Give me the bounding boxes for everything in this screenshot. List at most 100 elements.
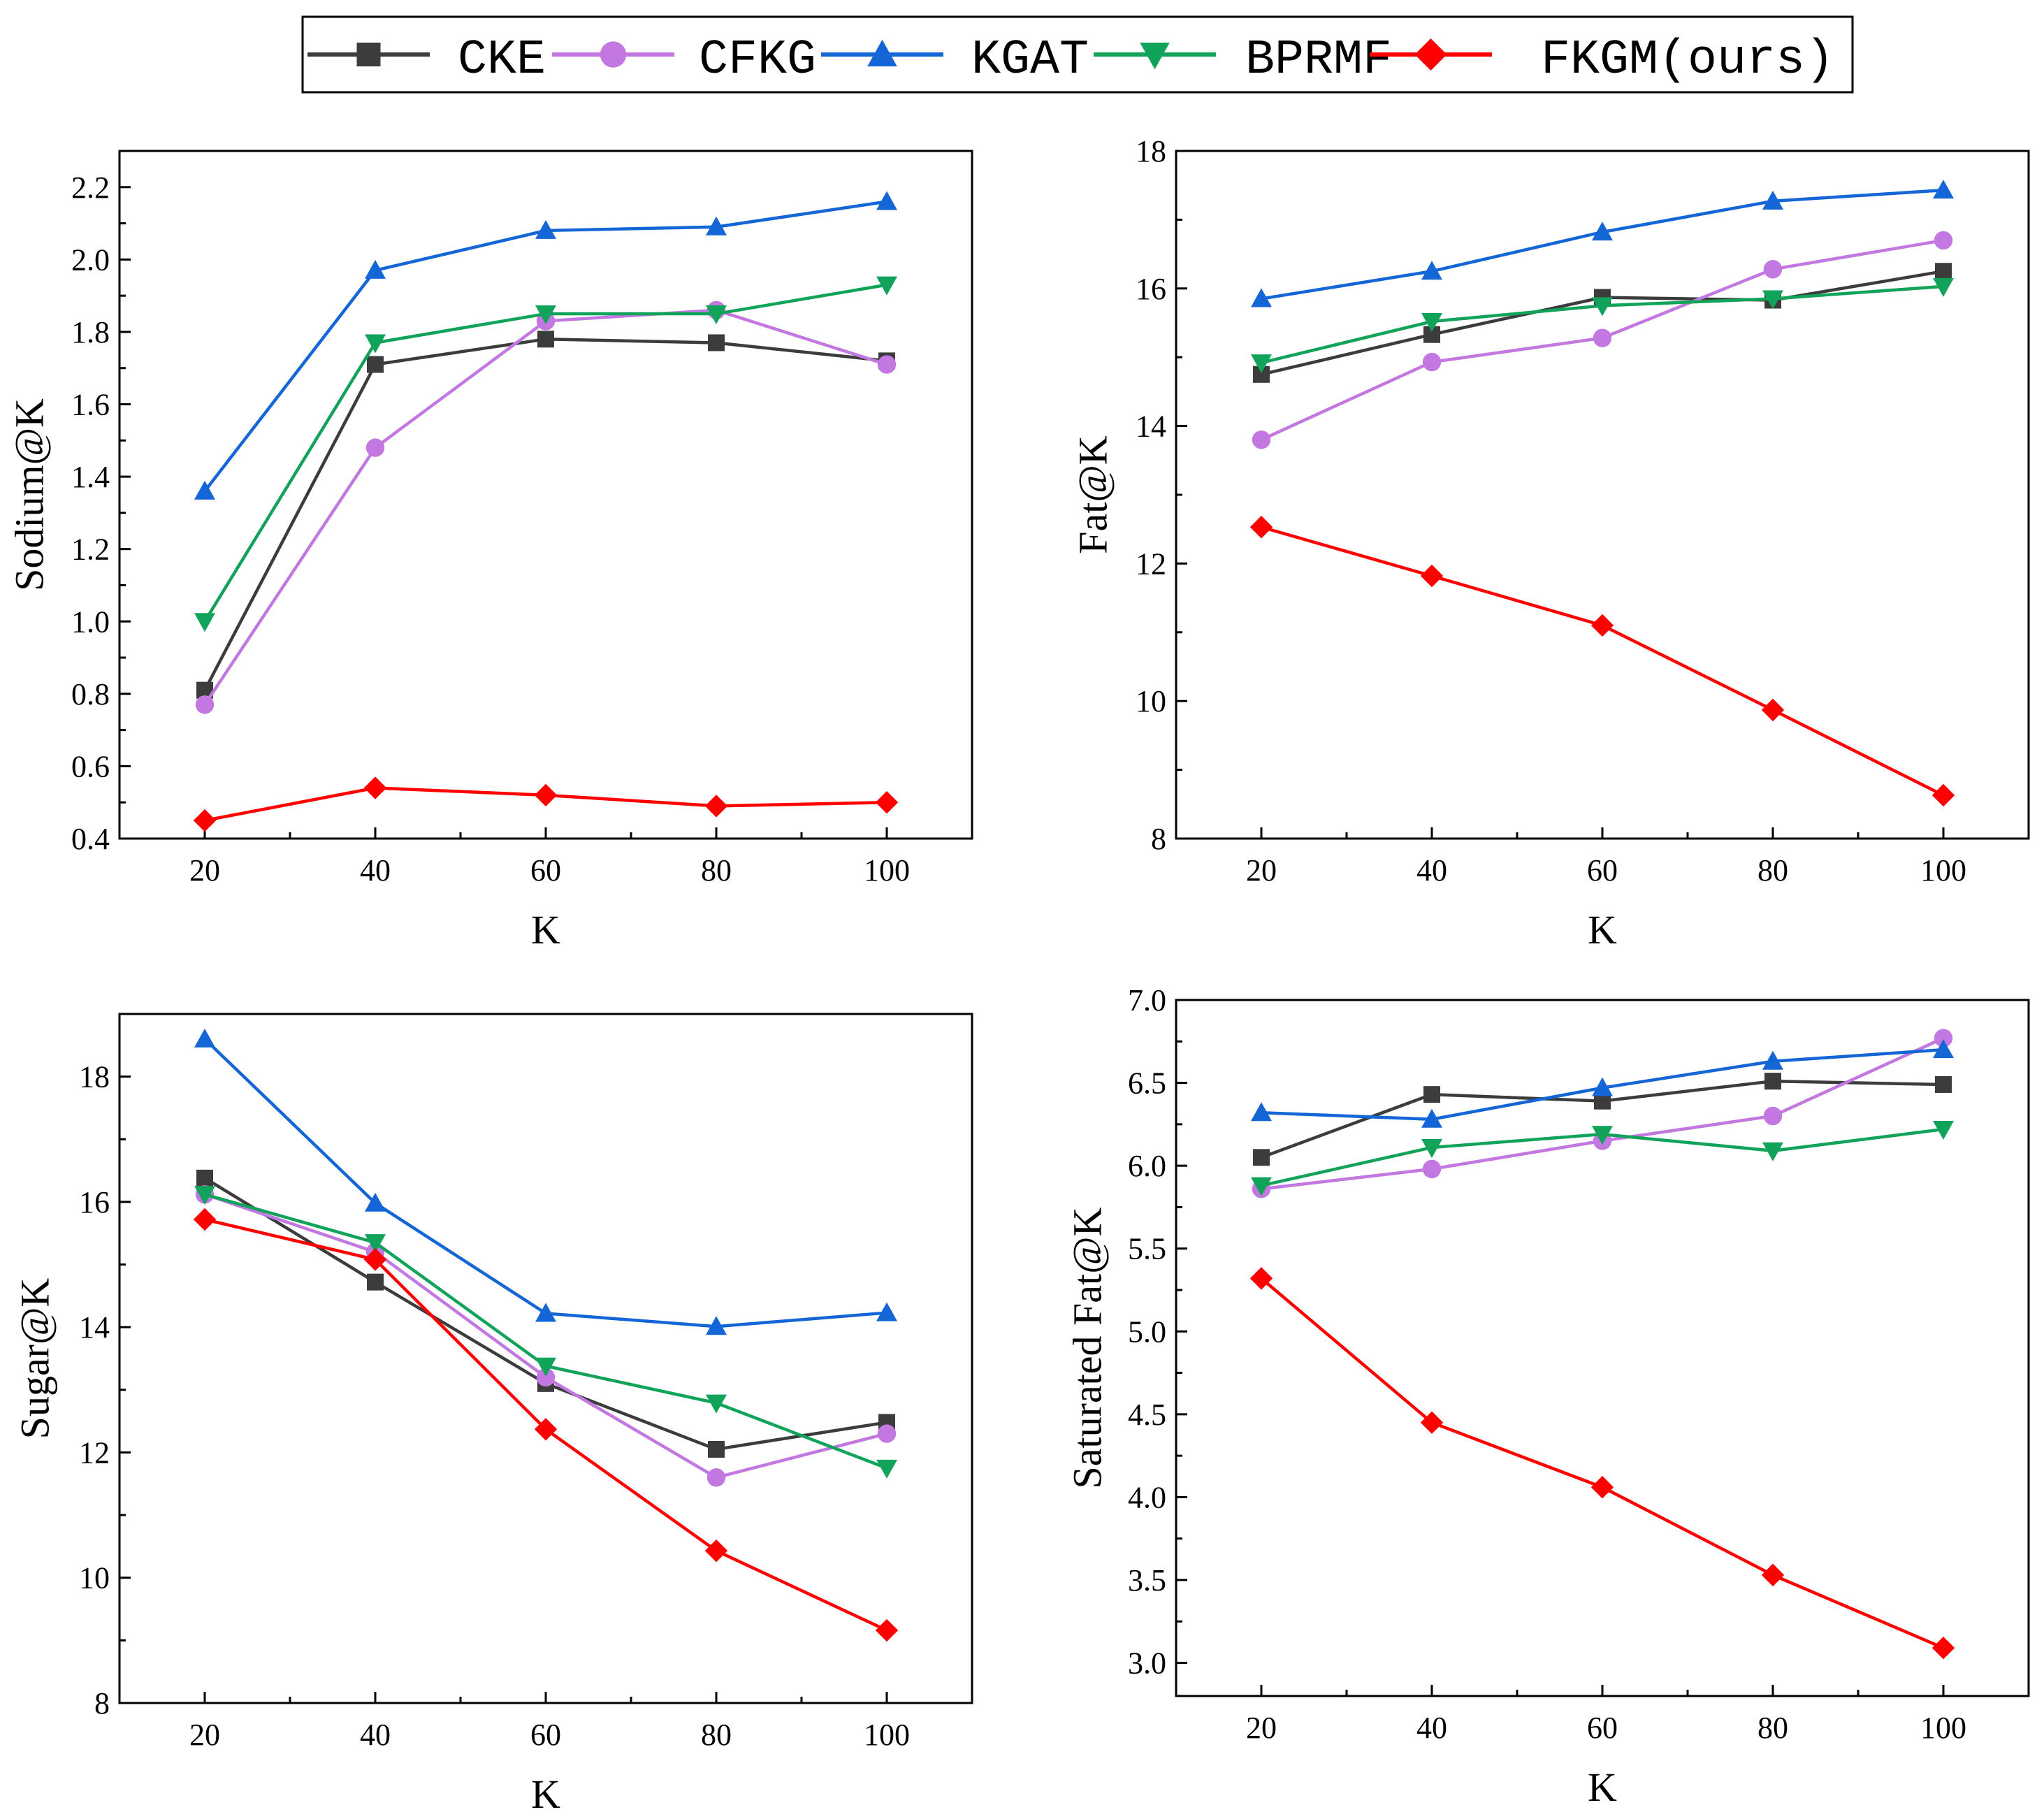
legend-marker-circle-icon [600,41,627,68]
data-point-bprmf [876,1459,897,1479]
series-fkgm-ours [1249,1267,1955,1660]
y-tick-label: 4.0 [1128,1480,1166,1514]
legend-entry-fkgm-ours: FKGM(ours) [1370,33,1834,88]
data-point-fkgm-ours [1931,1637,1955,1660]
series-cke [1253,1073,1952,1166]
y-tick-label: 1.8 [71,315,110,349]
data-point-kgat [1933,180,1954,199]
data-point-kgat [194,1028,215,1048]
x-tick-label: 100 [1920,853,1966,887]
data-point-bprmf [706,305,727,325]
data-point-fkgm-ours [363,776,387,799]
x-tick-label: 20 [1246,853,1277,887]
data-point-bprmf [194,1186,215,1205]
data-point-kgat [535,1303,556,1322]
legend-label: KGAT [971,33,1089,88]
data-point-cke [708,334,725,352]
y-tick-label: 6.5 [1128,1066,1166,1101]
series-line-cfkg [203,308,887,706]
x-axis-title: K [1588,907,1617,952]
series-kgat [1251,180,1954,307]
data-point-kgat [1251,1102,1272,1122]
legend-label: FKGM(ours) [1541,33,1834,88]
data-point-kgat [1762,190,1783,210]
x-tick-label: 40 [1416,1711,1447,1745]
data-point-kgat [1421,1108,1442,1128]
y-tick-label: 3.0 [1128,1646,1166,1681]
legend-marker-triangle-up-icon [867,39,897,66]
data-point-bprmf [194,613,215,632]
y-tick-label: 2.2 [71,171,110,205]
y-tick-label: 0.6 [71,749,110,783]
y-tick-label: 1.0 [71,604,110,639]
x-tick-label: 40 [360,1718,391,1752]
y-tick-label: 5.0 [1128,1314,1166,1349]
data-point-kgat [1421,261,1442,280]
data-point-cfkg [195,695,215,714]
data-point-cfkg [877,1424,897,1443]
series-bprmf [194,276,897,632]
x-tick-label: 60 [1587,1711,1618,1745]
y-tick-label: 1.4 [71,460,110,494]
data-point-bprmf [876,276,897,296]
series-fkgm-ours [193,1208,899,1642]
data-point-kgat [1592,1077,1613,1096]
y-tick-label: 7.0 [1128,983,1166,1017]
series-line-kgat [203,1038,887,1328]
y-tick-label: 0.4 [71,822,110,856]
series-cke [196,331,895,699]
legend-marker-triangle-down-icon [1140,43,1170,70]
x-axis-title: K [1588,1764,1617,1810]
data-point-bprmf [365,334,386,354]
x-tick-label: 100 [864,1718,910,1752]
data-point-cfkg [365,438,385,457]
y-tick-label: 5.5 [1128,1232,1166,1266]
data-point-bprmf [1421,1139,1442,1159]
data-point-fkgm-ours [1590,1476,1614,1499]
data-point-bprmf [1762,1142,1783,1161]
data-point-bprmf [535,305,556,325]
data-point-cke [537,331,554,348]
y-tick-label: 6.0 [1128,1149,1166,1183]
data-point-bprmf [535,1357,556,1377]
data-point-bprmf [1251,354,1272,374]
y-tick-label: 3.5 [1128,1563,1166,1597]
data-point-kgat [1933,1039,1954,1059]
y-tick-label: 18 [1136,134,1166,168]
series-line-fkgm-ours [1260,1277,1944,1650]
data-point-fkgm-ours [1249,516,1273,539]
legend: CKE CFKG KGAT BPRMF FKGM(ours) [301,15,1854,94]
series-cke [1253,263,1952,383]
series-kgat [1251,1039,1954,1128]
series-fkgm-ours [193,776,899,832]
y-axis-title: Fat@K [1070,435,1115,554]
legend-entry-cke: CKE [307,33,546,88]
data-point-fkgm-ours [1931,783,1955,807]
y-axis-title: Sugar@K [12,1278,57,1440]
data-point-bprmf [365,1234,386,1254]
data-point-cfkg [706,1468,726,1487]
data-point-fkgm-ours [1761,1563,1785,1587]
data-point-bprmf [1762,290,1783,310]
y-tick-label: 18 [79,1060,110,1094]
x-tick-label: 80 [701,1718,732,1752]
legend-entry-kgat: KGAT [821,33,1089,88]
data-point-cke [1935,1075,1952,1093]
data-point-cke [367,1273,384,1291]
data-point-fkgm-ours [1420,564,1444,588]
x-tick-label: 60 [530,853,561,887]
series-cfkg [1252,231,1953,449]
legend-entry-cfkg: CFKG [552,33,816,88]
x-axis-title: K [531,907,560,952]
data-point-kgat [876,1302,897,1321]
data-point-cfkg [1934,1029,1953,1048]
y-tick-label: 14 [79,1310,110,1345]
data-point-cke [196,1169,213,1187]
data-point-fkgm-ours [363,1248,387,1271]
y-axis-title: Sodium@K [6,398,52,591]
x-tick-label: 40 [1416,853,1447,887]
data-point-fkgm-ours [193,809,217,832]
y-tick-label: 16 [79,1185,110,1219]
data-point-cke [1423,1086,1440,1103]
series-line-fkgm-ours [1261,526,1945,797]
